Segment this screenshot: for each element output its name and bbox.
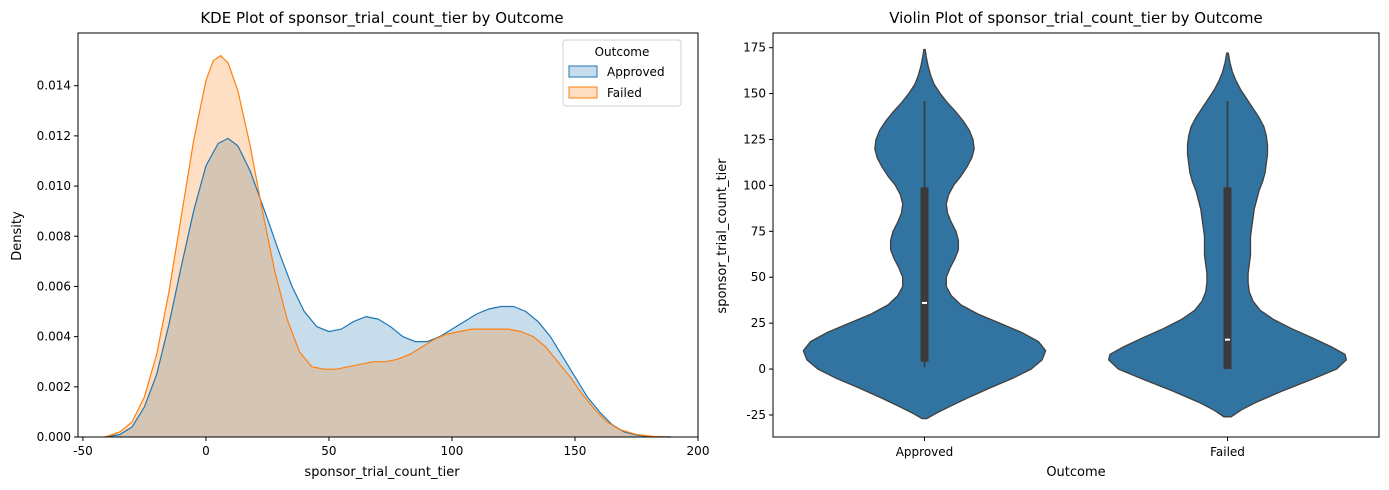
y-tick-label: 50	[751, 270, 766, 284]
y-tick-label: 75	[751, 224, 766, 238]
x-tick-label: -50	[73, 444, 93, 458]
x-tick-label: 150	[564, 444, 587, 458]
legend-title: Outcome	[595, 45, 650, 59]
kde-y-axis: 0.000 0.002 0.004 0.006 0.008 0.010 0.012 0.014	[37, 79, 78, 444]
violin-iqr-box-approved	[920, 187, 929, 362]
y-tick-label: 0	[758, 362, 766, 376]
y-tick-label: 0.010	[37, 179, 71, 193]
violin-panel: Violin Plot of sponsor_trial_count_tier …	[715, 9, 1380, 480]
y-tick-label: 0.004	[37, 330, 71, 344]
y-tick-label: 0.012	[37, 129, 71, 143]
y-tick-label: 0.008	[37, 229, 71, 243]
y-tick-label: 25	[751, 316, 766, 330]
x-tick-label: 200	[687, 444, 710, 458]
kde-panel: KDE Plot of sponsor_trial_count_tier by …	[10, 9, 709, 480]
kde-lines	[104, 54, 671, 438]
y-tick-label: 125	[743, 133, 766, 147]
kde-y-label: Density	[10, 211, 25, 261]
x-tick-label: 100	[441, 444, 464, 458]
y-tick-label: 175	[743, 41, 766, 55]
kde-title: KDE Plot of sponsor_trial_count_tier by …	[200, 9, 563, 28]
kde-plot-frame	[77, 32, 699, 438]
legend-label-approved: Approved	[607, 65, 665, 79]
legend-swatch-approved	[568, 65, 598, 78]
violin-iqr-box-failed	[1223, 187, 1232, 370]
kde-area-failed	[105, 55, 671, 437]
violin-title: Violin Plot of sponsor_trial_count_tier …	[889, 9, 1263, 28]
x-tick-label: 50	[321, 444, 336, 458]
y-tick-label: 0.006	[37, 279, 71, 293]
violin-x-axis: Approved Failed	[896, 437, 1245, 459]
kde-fills	[105, 55, 671, 437]
kde-line-approved	[104, 137, 671, 438]
kde-x-label: sponsor_trial_count_tier	[304, 465, 460, 480]
violin-y-axis: -25 0 25 50 75 100 125 150 175	[743, 41, 773, 422]
x-tick-label: 0	[202, 444, 210, 458]
kde-legend: Outcome Approved Failed	[562, 39, 682, 107]
kde-x-axis: -50 0 50 100 150 200	[73, 437, 709, 458]
x-tick-label: Failed	[1210, 445, 1245, 459]
y-tick-label: 150	[743, 87, 766, 101]
y-tick-label: 0.002	[37, 380, 71, 394]
x-tick-label: Approved	[896, 445, 954, 459]
violin-y-label: sponsor_trial_count_tier	[715, 158, 730, 314]
y-tick-label: -25	[746, 408, 766, 422]
legend-box	[562, 39, 682, 107]
kde-area-approved	[105, 138, 671, 437]
legend-label-failed: Failed	[607, 86, 642, 100]
violin-x-label: Outcome	[1046, 465, 1105, 480]
kde-line-failed	[104, 54, 671, 438]
y-tick-label: 100	[743, 178, 766, 192]
legend-swatch-failed	[568, 86, 598, 99]
y-tick-label: 0.000	[37, 430, 71, 444]
y-tick-label: 0.014	[37, 79, 71, 93]
violin-plot-frame	[772, 32, 1380, 438]
violin-bodies	[802, 48, 1348, 420]
